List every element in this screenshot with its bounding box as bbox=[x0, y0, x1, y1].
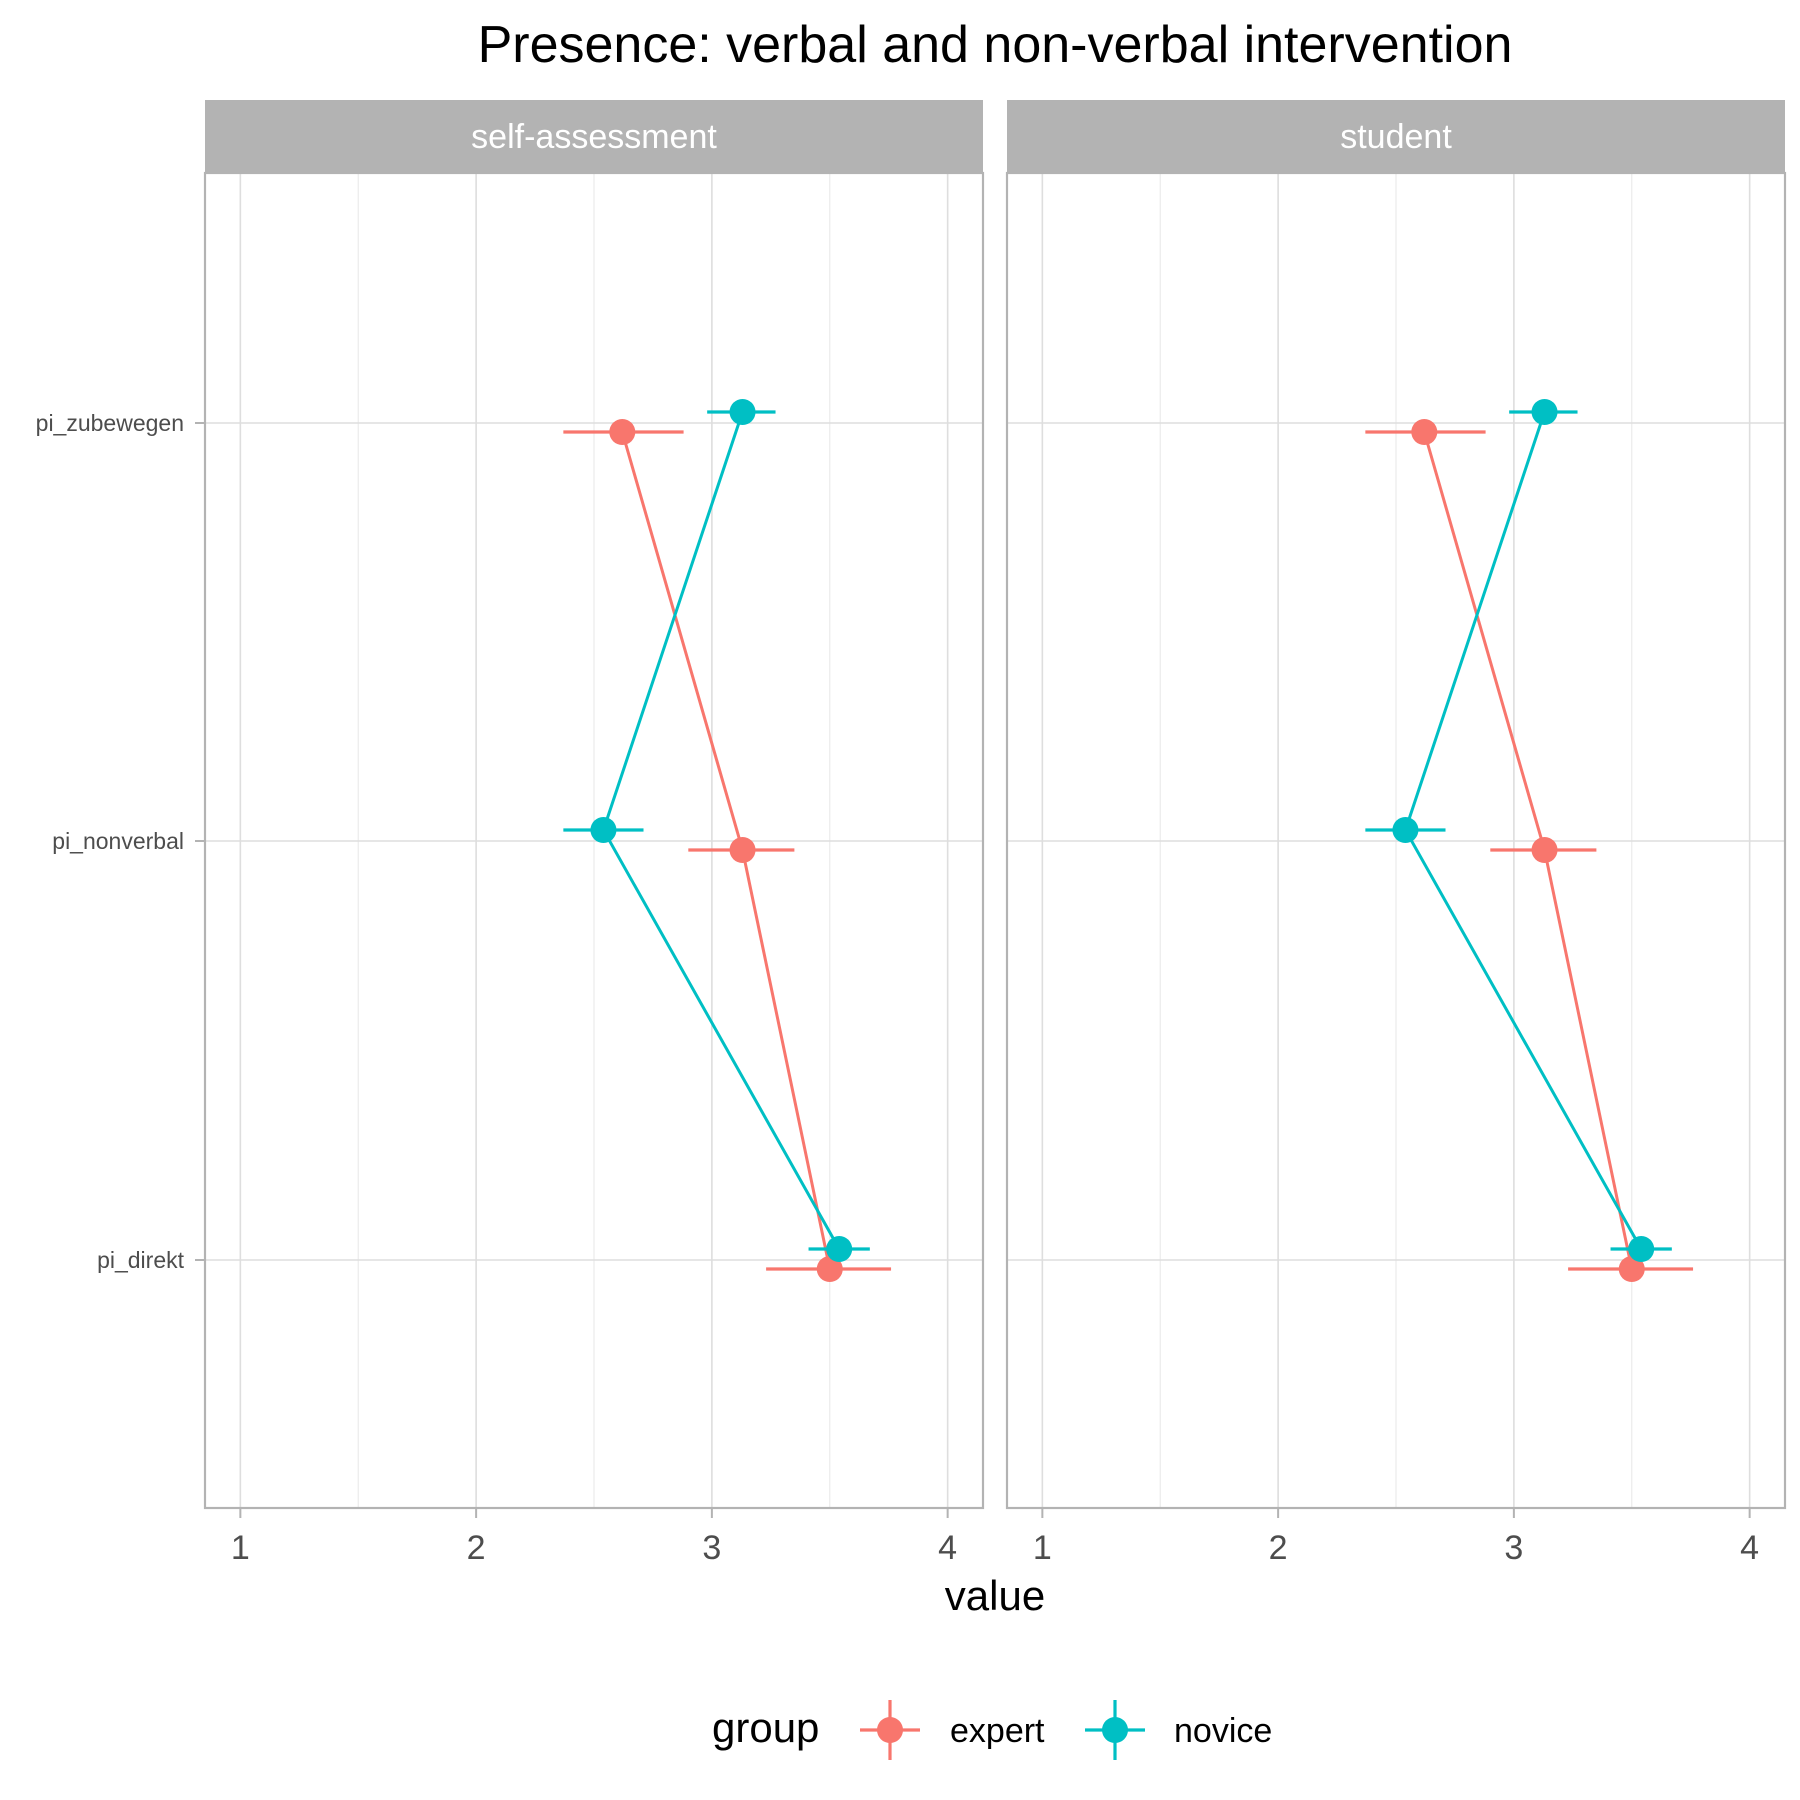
point-novice bbox=[1392, 817, 1419, 843]
panel-border bbox=[1005, 171, 1787, 1510]
x-tick-label: 2 bbox=[467, 1529, 486, 1567]
y-tick-label: pi_direkt bbox=[97, 1247, 185, 1273]
point-novice bbox=[826, 1236, 853, 1262]
legend-key-point bbox=[1102, 1717, 1128, 1743]
point-expert bbox=[1411, 419, 1438, 445]
facet-strip-label: student bbox=[1340, 118, 1452, 156]
x-tick-label: 1 bbox=[231, 1529, 250, 1567]
point-expert bbox=[609, 419, 636, 445]
facets-layer: self-assessment 1 2 3 4 pi_zubewegen pi_nonver… bbox=[36, 100, 1787, 1567]
facet-panel-1: self-assessment 1 2 3 4 pi_zubewegen pi_nonver… bbox=[36, 100, 985, 1567]
point-expert bbox=[1531, 837, 1558, 863]
x-axis-title: value bbox=[945, 1572, 1045, 1619]
facet-strip-label: self-assessment bbox=[471, 118, 717, 156]
legend-key-point bbox=[877, 1717, 903, 1743]
facet-strip bbox=[205, 100, 983, 172]
point-expert bbox=[816, 1256, 843, 1282]
point-novice bbox=[590, 817, 617, 843]
legend-key-novice bbox=[1085, 1700, 1145, 1760]
legend-label-expert: expert bbox=[950, 1712, 1045, 1750]
legend-key-expert bbox=[860, 1700, 920, 1760]
point-novice bbox=[1628, 1236, 1655, 1262]
point-novice bbox=[1531, 399, 1558, 425]
chart-title: Presence: verbal and non-verbal interven… bbox=[478, 16, 1513, 74]
point-expert bbox=[729, 837, 756, 863]
x-tick-label: 2 bbox=[1269, 1529, 1288, 1567]
x-tick-label: 4 bbox=[938, 1529, 957, 1567]
point-expert bbox=[1618, 1256, 1645, 1282]
legend-title: group bbox=[712, 1704, 819, 1751]
legend-label-novice: novice bbox=[1174, 1712, 1272, 1750]
facet-panel-2: student 1 2 3 4 bbox=[1005, 100, 1787, 1567]
point-novice bbox=[729, 399, 756, 425]
legend: expert novice bbox=[860, 1700, 1272, 1760]
x-tick-label: 3 bbox=[1504, 1529, 1523, 1567]
facet-strip bbox=[1007, 100, 1785, 172]
x-tick-label: 1 bbox=[1033, 1529, 1052, 1567]
y-tick-label: pi_zubewegen bbox=[36, 410, 184, 436]
y-tick-label: pi_nonverbal bbox=[52, 828, 184, 854]
x-tick-label: 3 bbox=[702, 1529, 721, 1567]
x-tick-label: 4 bbox=[1740, 1529, 1759, 1567]
